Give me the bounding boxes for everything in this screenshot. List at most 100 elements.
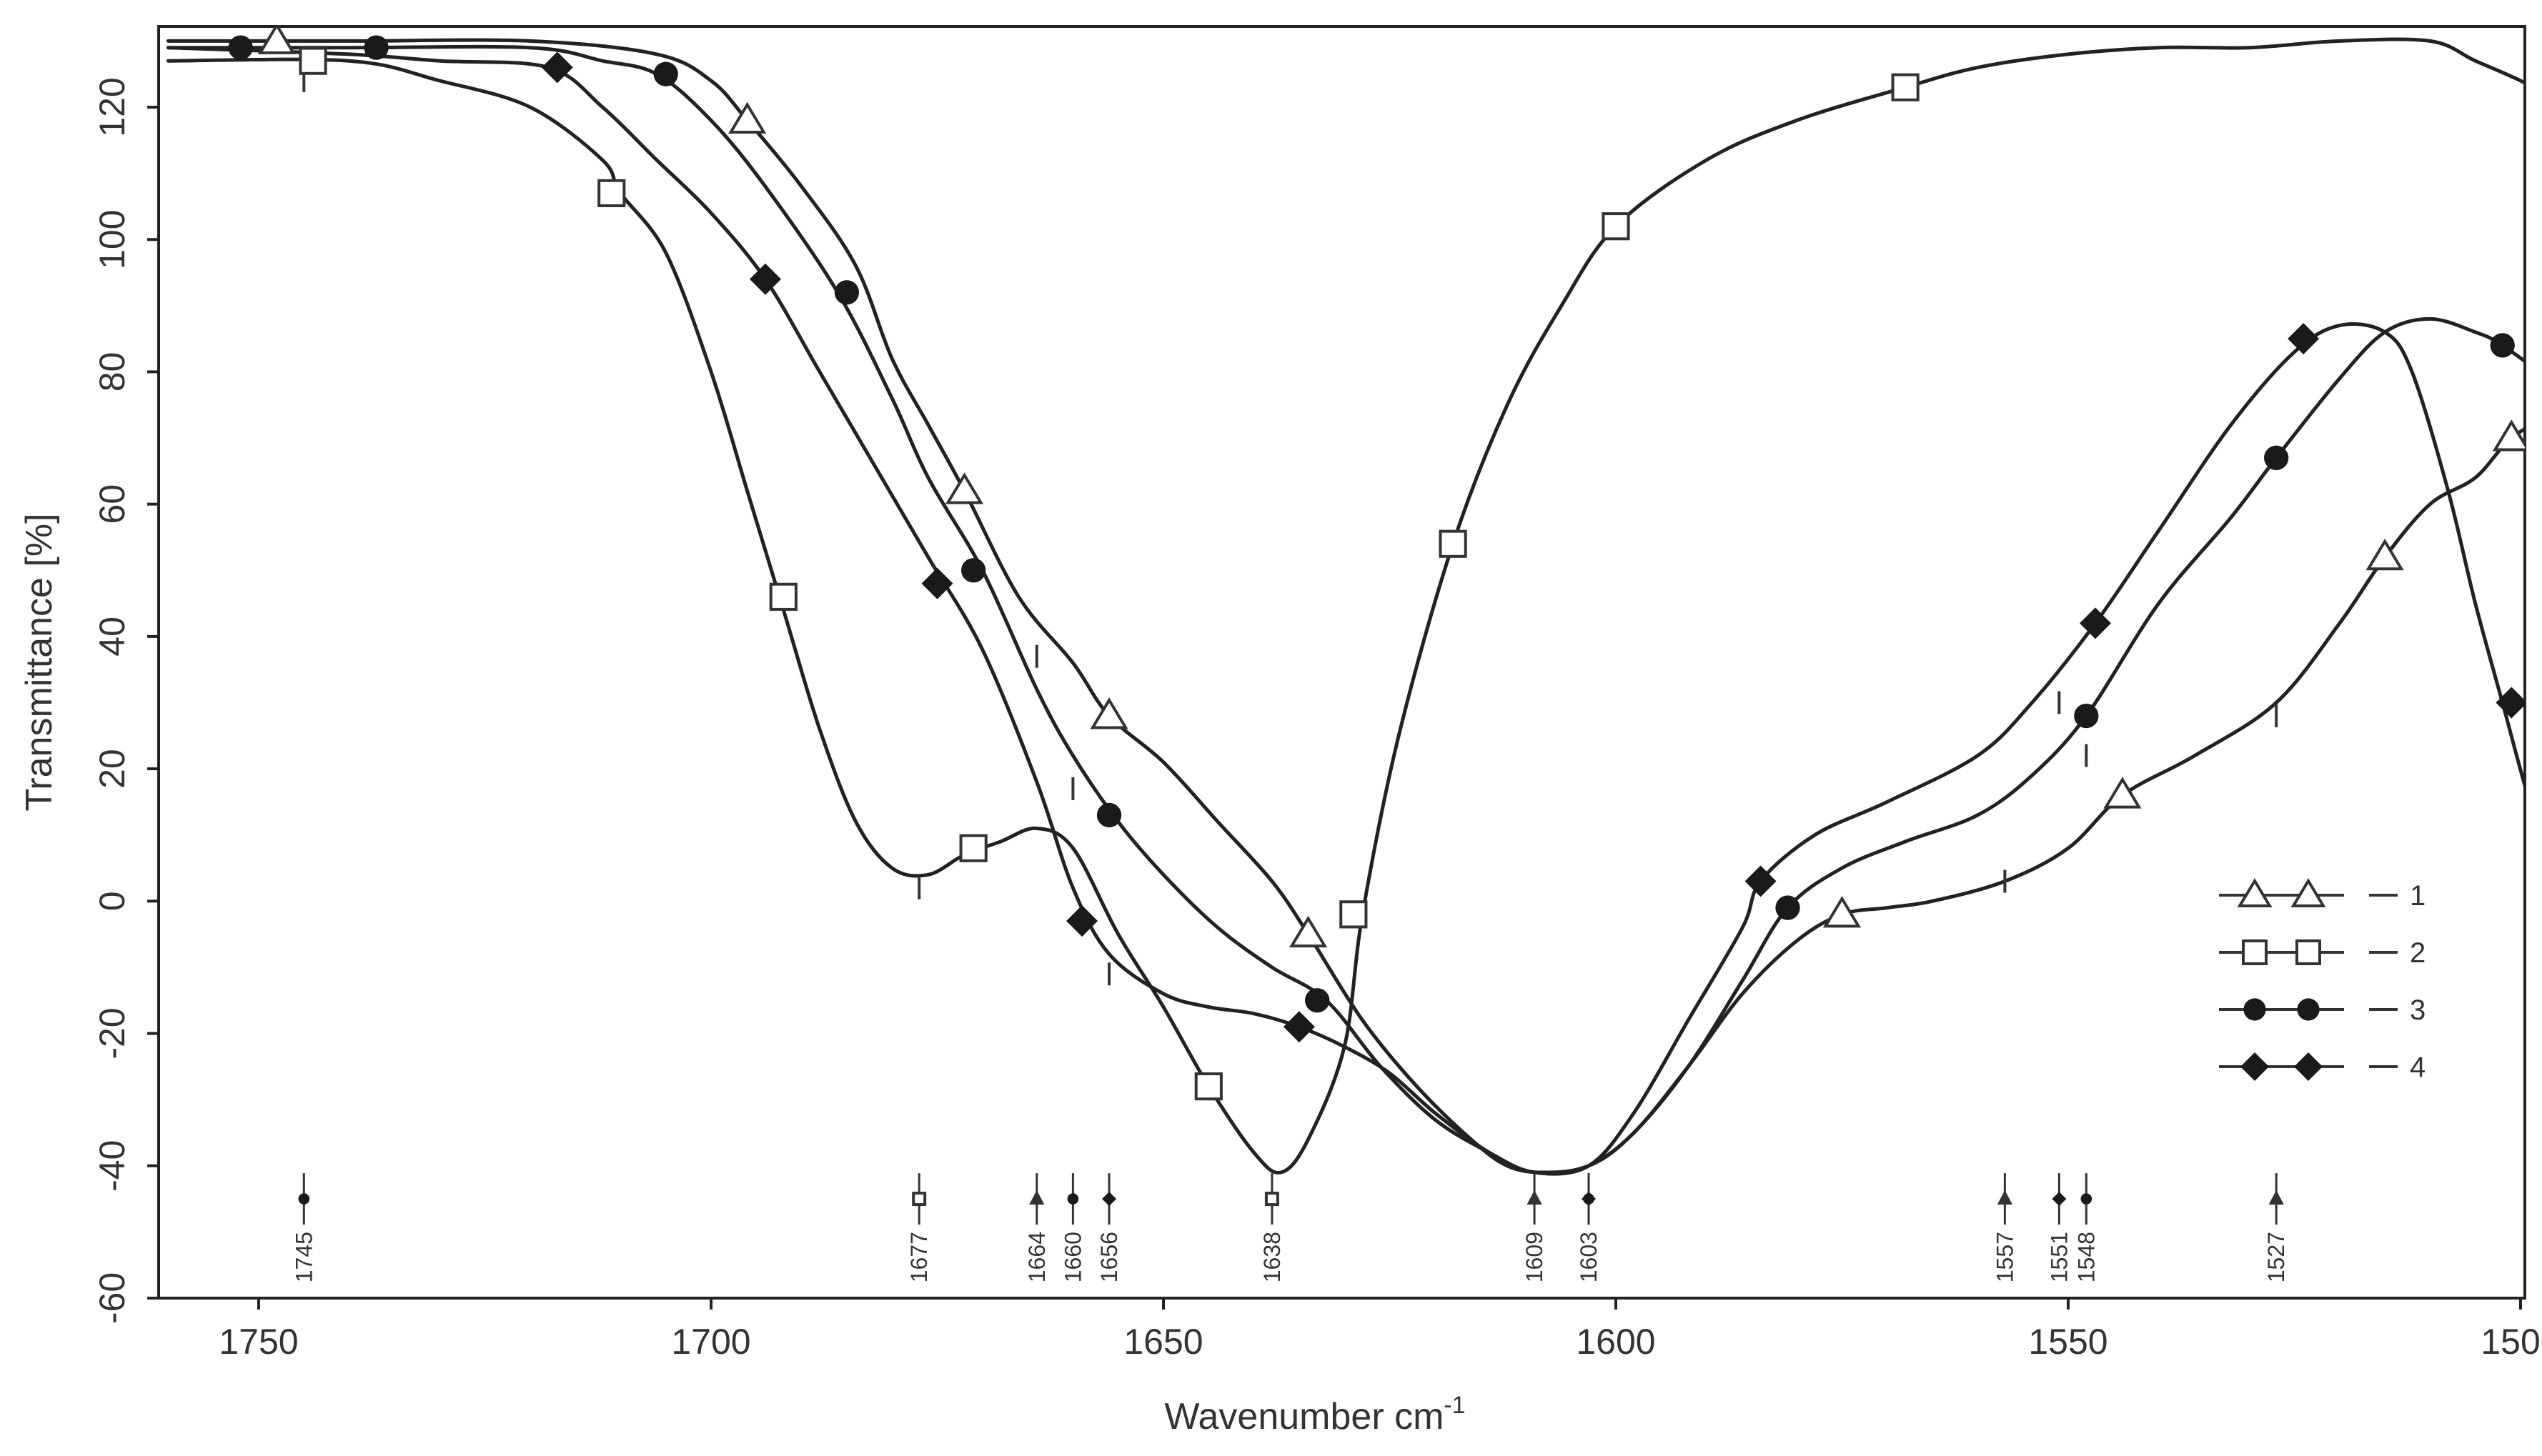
x-tick-label: 1550 bbox=[2028, 1322, 2107, 1362]
x-tick-label: 1700 bbox=[671, 1322, 750, 1362]
x-tick-label: 1750 bbox=[219, 1322, 298, 1362]
peak-marker-1656 bbox=[1102, 1192, 1117, 1207]
peak-label-1638: 1638 bbox=[1259, 1232, 1285, 1282]
y-axis-title: Transmittance [%] bbox=[19, 513, 60, 811]
legend-marker-1-b bbox=[2290, 878, 2326, 907]
y-tick-label: -40 bbox=[92, 1140, 132, 1192]
series-4-marker bbox=[541, 51, 573, 84]
peak-marker-1609 bbox=[1526, 1190, 1542, 1205]
legend-marker-4-a bbox=[2240, 1052, 2269, 1081]
peak-label-1677: 1677 bbox=[906, 1232, 932, 1282]
peak-label-1603: 1603 bbox=[1576, 1232, 1602, 1282]
legend-label-1: 1 bbox=[2410, 880, 2426, 912]
series-1-marker bbox=[728, 101, 767, 134]
y-tick-label: 100 bbox=[92, 210, 132, 269]
peak-label-1551: 1551 bbox=[2046, 1232, 2072, 1282]
x-tick-label: 1500 bbox=[2481, 1322, 2542, 1362]
peak-marker-1664 bbox=[1029, 1190, 1045, 1205]
y-tick-label: 80 bbox=[92, 352, 132, 392]
series-2-marker bbox=[1194, 1072, 1223, 1101]
series-4-marker bbox=[749, 263, 781, 295]
legend: 1 2 3 4 bbox=[2219, 878, 2426, 1083]
legend-marker-4-b bbox=[2294, 1052, 2323, 1081]
series-2-marker bbox=[1439, 529, 1467, 558]
x-axis-title-superscript: -1 bbox=[1444, 1392, 1465, 1419]
y-tick-label: 60 bbox=[92, 484, 132, 524]
legend-marker-3-a bbox=[2243, 998, 2266, 1021]
y-tick-label: 40 bbox=[92, 617, 132, 657]
series-2-marker bbox=[959, 834, 988, 862]
x-tick-label: 1650 bbox=[1123, 1322, 1203, 1362]
peak-label-1557: 1557 bbox=[1992, 1232, 2017, 1282]
series-3-marker bbox=[2490, 333, 2515, 358]
series-1-marker bbox=[945, 472, 984, 504]
series-4-marker bbox=[921, 567, 953, 599]
series-3-marker bbox=[2074, 703, 2099, 729]
series-3-marker bbox=[1305, 988, 1330, 1013]
series-3-marker bbox=[228, 35, 253, 60]
series-1-marker bbox=[1289, 915, 1328, 948]
series-3-marker bbox=[1096, 802, 1122, 828]
series-3-line bbox=[166, 44, 2525, 1175]
peak-marker-1551 bbox=[2052, 1192, 2067, 1207]
series-3-marker bbox=[653, 61, 678, 86]
series-1-marker bbox=[2365, 538, 2404, 571]
plot-frame bbox=[157, 25, 2526, 1300]
series-1-marker bbox=[2492, 419, 2525, 452]
series-3-marker bbox=[960, 558, 986, 583]
series-4-marker bbox=[1283, 1011, 1315, 1043]
series-2-marker bbox=[1339, 900, 1368, 929]
peak-label-1609: 1609 bbox=[1521, 1232, 1547, 1282]
series-2-marker bbox=[769, 582, 798, 611]
legend-marker-2-b bbox=[2295, 939, 2321, 965]
peak-marker-1677 bbox=[912, 1192, 927, 1207]
series-4-marker bbox=[1744, 865, 1777, 897]
peak-label-1660: 1660 bbox=[1060, 1232, 1086, 1282]
series-4-line bbox=[166, 46, 2525, 1176]
y-tick-label: 120 bbox=[92, 77, 132, 136]
peak-marker-1527 bbox=[2268, 1190, 2284, 1205]
legend-label-2: 2 bbox=[2410, 937, 2426, 969]
legend-label-3: 3 bbox=[2410, 994, 2426, 1026]
peak-marker-1660 bbox=[1067, 1193, 1079, 1205]
peak-label-1548: 1548 bbox=[2073, 1232, 2099, 1282]
series-2-marker bbox=[597, 179, 626, 207]
series-2-marker bbox=[299, 46, 327, 75]
peak-label-1656: 1656 bbox=[1096, 1232, 1122, 1282]
series-2-marker bbox=[1602, 212, 1630, 241]
y-tick-label: 0 bbox=[92, 891, 132, 911]
series-1-marker bbox=[2103, 777, 2142, 809]
series-2-marker bbox=[1891, 73, 1920, 101]
y-tick-label: 20 bbox=[92, 749, 132, 789]
peak-label-1745: 1745 bbox=[291, 1232, 317, 1282]
series-1-line bbox=[166, 38, 2525, 1175]
legend-marker-2-a bbox=[2242, 939, 2268, 965]
peak-label-1664: 1664 bbox=[1024, 1232, 1050, 1282]
series-1-marker bbox=[1822, 895, 1862, 928]
series-3-marker bbox=[2264, 445, 2289, 470]
series-4-marker bbox=[1066, 905, 1098, 937]
x-axis-title-main: Wavenumber cm bbox=[1164, 1396, 1444, 1437]
y-tick-label: -60 bbox=[92, 1272, 132, 1324]
series-3-marker bbox=[364, 35, 389, 60]
peak-label-1527: 1527 bbox=[2263, 1232, 2289, 1282]
y-tick-label: -20 bbox=[92, 1007, 132, 1059]
x-tick-label: 1600 bbox=[1576, 1322, 1655, 1362]
legend-marker-3-b bbox=[2297, 998, 2320, 1021]
series-layer bbox=[166, 26, 2525, 1176]
peak-marker-1638 bbox=[1264, 1192, 1279, 1207]
series-3-marker bbox=[834, 280, 860, 305]
peak-marker-1745 bbox=[298, 1193, 310, 1205]
peak-markers: 1745 1677 1664 1660 1656 1638 1609 1603 1557 1551… bbox=[291, 1173, 2289, 1282]
series-4-marker bbox=[2079, 607, 2111, 639]
legend-marker-1-a bbox=[2237, 878, 2273, 907]
series-4-marker bbox=[2288, 323, 2320, 355]
series-2-line bbox=[166, 37, 2525, 1175]
series-1-marker bbox=[1090, 697, 1128, 729]
series-3-marker bbox=[1775, 895, 1800, 920]
series-1-marker bbox=[257, 26, 296, 54]
peak-marker-1557 bbox=[1997, 1190, 2013, 1205]
x-axis-title: Wavenumber cm-1 bbox=[1164, 1392, 1465, 1437]
series-4-marker bbox=[2496, 687, 2525, 719]
